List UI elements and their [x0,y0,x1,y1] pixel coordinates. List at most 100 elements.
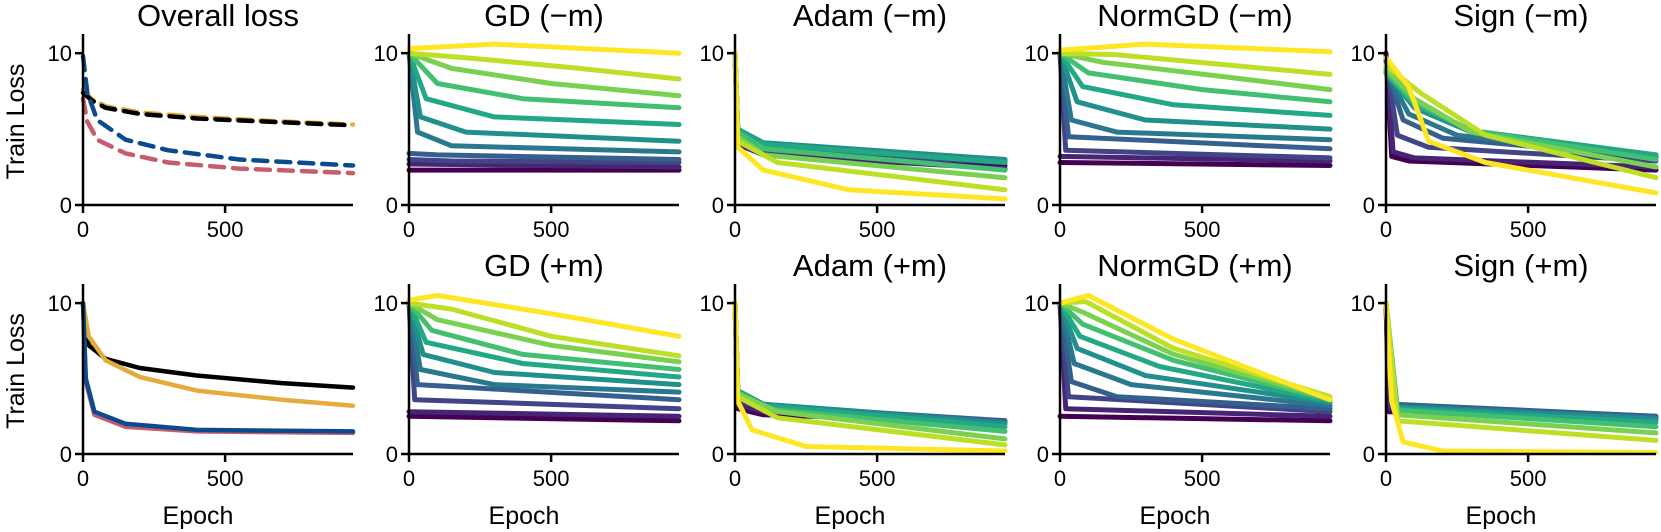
series-line [732,50,1008,165]
series-line [406,300,682,395]
x-tick-label: 0 [77,466,89,491]
y-tick-label: 10 [1351,291,1375,316]
panel-overall-plus: 0 10 0 500 Train Loss Epoch [2,284,356,530]
series-line [80,96,356,176]
series-line [1383,55,1659,196]
series-group [732,50,1008,202]
series-group [80,53,356,176]
series-line [1057,41,1333,55]
x-tick-label: 500 [859,466,896,491]
series-line [406,157,682,165]
y-tick-label: 0 [1363,442,1375,467]
y-tick-label: 10 [374,291,398,316]
series-line [406,300,682,388]
y-tick-label: 0 [712,193,724,218]
x-axis-label: Epoch [163,502,234,530]
y-tick-label: 10 [700,41,724,66]
panel-gd-plus: GD (+m) 0 10 0 500 Epoch [374,248,682,530]
x-tick-label: 0 [403,466,415,491]
panel-title: NormGD (+m) [1097,248,1292,283]
x-tick-label: 0 [729,217,741,242]
series-line [80,90,356,128]
series-line [406,150,682,162]
series-line [1057,50,1333,77]
panel-title: NormGD (−m) [1097,0,1292,33]
panel-sign-plus: Sign (+m) 0 10 0 500 Epoch [1351,248,1659,530]
series-line [1057,299,1333,400]
x-axis-label: Epoch [1466,502,1537,530]
y-tick-label: 10 [1025,291,1049,316]
x-tick-label: 500 [533,217,570,242]
y-axis-label: Train Loss [2,313,30,429]
panel-title: Adam (−m) [793,0,947,33]
y-tick-label: 10 [1351,41,1375,66]
x-tick-label: 500 [1510,466,1547,491]
series-line [406,50,682,82]
panel-sign-minus: Sign (−m) 0 10 0 500 [1351,0,1659,242]
x-tick-label: 500 [1184,466,1221,491]
panel-title: Sign (−m) [1453,0,1588,33]
x-axis-label: Epoch [489,502,560,530]
x-axis-label: Epoch [815,502,886,530]
series-group [1383,300,1659,455]
series-line [1383,300,1659,421]
series-line [406,50,682,144]
series-line [1057,50,1333,105]
series-line [1057,300,1333,409]
y-tick-label: 0 [712,442,724,467]
y-tick-label: 0 [386,193,398,218]
x-tick-label: 500 [207,217,244,242]
series-group [1057,41,1333,168]
x-tick-label: 0 [729,466,741,491]
series-line [406,50,682,111]
series-line [80,300,356,390]
series-line [1383,300,1659,455]
x-tick-label: 500 [1184,217,1221,242]
series-line [1057,300,1333,401]
series-line [1383,50,1659,170]
series-line [1057,50,1333,143]
y-tick-label: 10 [700,291,724,316]
series-line [406,50,682,99]
panel-gd-minus: GD (−m) 0 10 0 500 [374,0,682,242]
y-axis-label: Train Loss [2,64,30,180]
series-line [1057,300,1333,404]
panel-title: Overall loss [137,0,299,33]
series-line [1383,300,1659,419]
panel-title: GD (−m) [484,0,604,33]
x-tick-label: 0 [77,217,89,242]
y-tick-label: 0 [60,442,72,467]
y-tick-label: 0 [386,442,398,467]
series-line [1383,300,1659,419]
panel-title: GD (+m) [484,248,604,283]
series-group [732,300,1008,454]
series-line [80,300,356,408]
x-tick-label: 500 [533,466,570,491]
y-tick-label: 0 [1037,442,1049,467]
series-line [732,50,1008,202]
series-line [1057,153,1333,164]
series-group [1383,50,1659,196]
panel-norm-plus: NormGD (+m) 0 10 0 500 Epoch [1025,248,1333,530]
series-line [1057,50,1333,93]
series-line [406,409,682,419]
series-line [406,50,682,155]
series-group [1057,293,1333,424]
series-line [1057,300,1333,403]
series-line [406,161,682,170]
series-line [406,413,682,424]
series-line [406,50,682,127]
series-group [80,300,356,436]
series-line [1383,65,1659,170]
series-line [1057,50,1333,118]
series-line [1383,300,1659,422]
y-tick-label: 10 [1025,41,1049,66]
y-tick-label: 10 [48,41,72,66]
series-line [406,293,682,339]
series-line [1057,300,1333,406]
series-line [1057,413,1333,424]
panel-norm-minus: NormGD (−m) 0 10 0 500 [1025,0,1333,242]
series-line [406,41,682,56]
x-tick-label: 500 [1510,217,1547,242]
x-tick-label: 0 [1380,466,1392,491]
